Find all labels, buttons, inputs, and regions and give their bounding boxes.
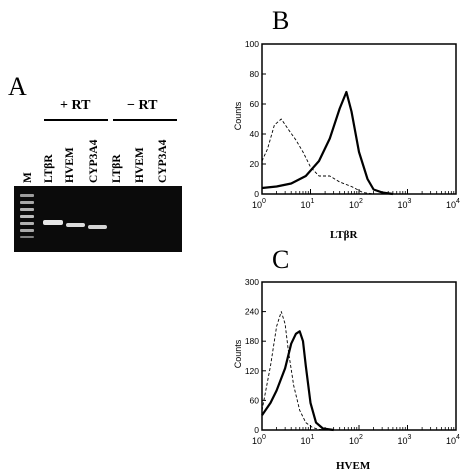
solid-series-line (261, 90, 394, 196)
lane-label-cyp3a4-rt: CYP3A4 (88, 139, 100, 183)
y-tick-label: 60 (250, 395, 260, 405)
x-tick-label: 104 (446, 434, 460, 446)
plus-rt-underline (44, 119, 108, 121)
lane-label-ltbr-nort: LTβR (111, 154, 123, 183)
lane-label-cyp3a4-nort: CYP3A4 (157, 139, 169, 183)
y-axis-label: Counts (233, 339, 243, 368)
lane-label-m: M (22, 172, 34, 183)
x-axis-label-hvem: HVEM (336, 460, 371, 472)
x-axis-label-ltbr: LTβR (330, 229, 358, 241)
x-tick-label: 103 (398, 198, 412, 210)
x-tick-label: 102 (349, 434, 363, 446)
x-tick-label: 101 (301, 198, 315, 210)
y-axis-label: Counts (233, 101, 243, 130)
minus-rt-label: − RT (127, 98, 158, 113)
band-hvem (66, 223, 85, 227)
x-tick-label: 101 (301, 434, 315, 446)
lane-label-ltbr-rt: LTβR (43, 154, 55, 183)
y-tick-label: 240 (245, 307, 259, 317)
plus-rt-label: + RT (60, 98, 91, 113)
plot-frame (261, 43, 457, 195)
y-tick-label: 180 (245, 336, 259, 346)
ladder-bands (20, 194, 34, 238)
lane-label-hvem-nort: HVEM (134, 147, 146, 183)
dashed-series-line (261, 118, 374, 195)
panel-a-letter: A (8, 72, 27, 101)
y-tick-label: 40 (250, 129, 260, 139)
minus-rt-underline (113, 119, 177, 121)
y-tick-label: 0 (254, 425, 259, 435)
x-tick-label: 102 (349, 198, 363, 210)
x-tick-label: 103 (398, 434, 412, 446)
panel-b-letter: B (272, 6, 290, 35)
y-tick-label: 80 (250, 69, 260, 79)
solid-series-line (261, 330, 334, 432)
y-tick-label: 120 (245, 366, 259, 376)
y-tick-label: 300 (245, 277, 259, 287)
band-ltbr (43, 220, 63, 225)
x-tick-label: 104 (446, 198, 460, 210)
band-cyp3a4 (88, 225, 107, 229)
histogram-hvem: Counts 0 60 120 180 240 300 100 101 102 103 104 (233, 277, 460, 446)
y-tick-label: 20 (250, 159, 260, 169)
x-tick-label: 100 (252, 434, 266, 446)
lane-label-hvem-rt: HVEM (64, 147, 76, 183)
panel-c-letter: C (272, 245, 290, 274)
gel-image (14, 186, 182, 252)
y-tick-label: 0 (254, 189, 259, 199)
plot-frame (261, 281, 457, 431)
dashed-series-line (261, 311, 330, 431)
y-tick-label: 100 (245, 39, 259, 49)
y-tick-label: 60 (250, 99, 260, 109)
x-tick-label: 100 (252, 198, 266, 210)
histogram-ltbr: Counts 0 20 40 60 80 100 100 101 102 103 104 (233, 39, 460, 210)
